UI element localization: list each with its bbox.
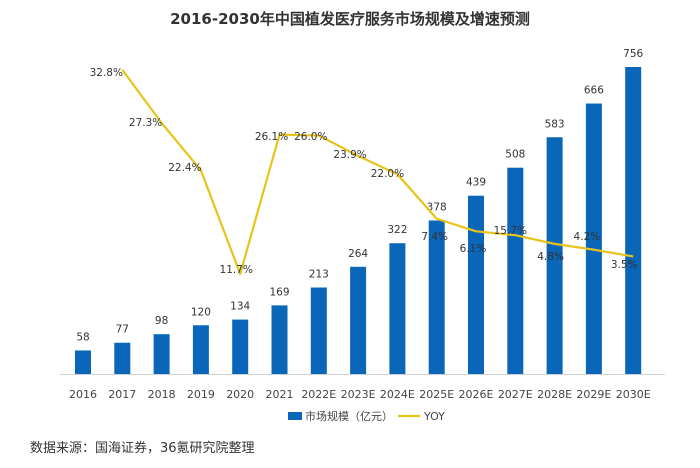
bar-value-label: 98 [155,315,168,327]
bar [114,342,131,374]
bar [310,287,327,374]
yoy-value-label: 22.4% [168,162,201,174]
legend-line-label: YOY [423,410,445,423]
bar-value-label: 756 [623,48,643,60]
x-tick-label: 2026E [459,388,494,401]
yoy-value-label: 6.1% [460,243,487,255]
x-tick-label: 2016 [69,388,97,401]
x-tick-label: 2030E [616,388,651,401]
bar [271,305,288,374]
yoy-value-label: 26.0% [294,131,327,143]
x-tick-label: 2023E [341,388,376,401]
x-tick-label: 2028E [537,388,572,401]
bar [75,350,91,374]
yoy-value-label: 27.3% [129,117,162,129]
yoy-value-label: 15.7% [494,225,527,237]
x-tick-label: 2020 [226,388,254,401]
bar [153,334,170,374]
legend-bar-swatch [288,412,302,420]
yoy-value-label: 22.0% [371,168,404,180]
x-tick-label: 2019 [187,388,215,401]
yoy-value-label: 32.8% [90,67,123,79]
bar [428,220,445,374]
bar [350,266,367,374]
bar-value-label: 508 [505,149,525,161]
bar-value-label: 77 [116,324,129,336]
x-tick-label: 2018 [148,388,176,401]
bar [546,137,563,374]
x-tick-label: 2017 [108,388,136,401]
legend-bar-label: 市场规模（亿元） [305,409,393,423]
bar-value-label: 169 [269,286,289,298]
yoy-value-label: 11.7% [220,264,253,276]
bar-value-label: 322 [387,224,407,236]
yoy-value-label: 23.9% [333,149,366,161]
yoy-value-label: 4.8% [537,251,564,263]
x-tick-label: 2022E [301,388,336,401]
bar-value-label: 264 [348,248,368,260]
bar [192,325,209,374]
bar-value-label: 666 [584,85,604,97]
bar-value-label: 378 [427,202,447,214]
x-tick-label: 2027E [498,388,533,401]
bar-value-label: 439 [466,177,486,189]
bar-value-label: 583 [545,118,565,130]
bar [389,243,406,374]
yoy-value-label: 4.2% [574,231,601,243]
bar [585,103,602,375]
x-tick-label: 2024E [380,388,415,401]
chart-title: 2016-2030年中国植发医疗服务市场规模及增速预测 [170,10,530,28]
bar [625,67,642,374]
yoy-value-label: 7.4% [421,231,448,243]
yoy-value-label: 26.1% [255,131,288,143]
yoy-value-label: 3.5% [611,259,638,271]
bar [232,319,249,374]
yoy-line [121,69,634,275]
bar-value-label: 58 [76,331,89,343]
x-tick-label: 2021 [266,388,294,401]
bar [468,195,484,374]
x-tick-label: 2029E [576,388,611,401]
x-tick-label: 2025E [419,388,454,401]
bar-value-label: 120 [191,306,211,318]
bar [507,167,524,374]
bar-value-label: 213 [309,269,329,281]
source-note: 数据来源：国海证券，36氪研究院整理 [30,441,255,456]
bar-value-label: 134 [230,301,250,313]
